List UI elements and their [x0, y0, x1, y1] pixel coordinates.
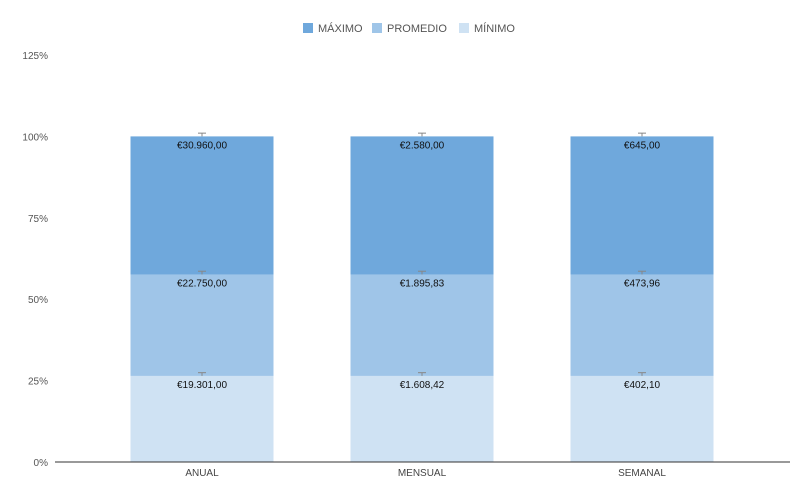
legend-item[interactable]: MÁXIMO	[303, 22, 363, 35]
legend-label: MÁXIMO	[318, 22, 363, 35]
bar-stack-anual	[130, 136, 274, 462]
y-tick-label: 75%	[28, 214, 48, 225]
legend-label: PROMEDIO	[387, 23, 447, 35]
bar-stack-mensual	[350, 136, 494, 462]
bar-segment[interactable]	[350, 375, 494, 462]
bar-segment[interactable]	[350, 136, 494, 275]
data-label: €22.750,00	[177, 278, 227, 289]
y-tick-label: 0%	[34, 458, 49, 469]
y-tick-label: 50%	[28, 295, 48, 306]
data-label: €1.608,42	[400, 380, 445, 391]
y-axis: 0% 25% 50% 75% 100% 125%	[22, 51, 48, 469]
bar-segment[interactable]	[570, 136, 714, 275]
data-label: €473,96	[624, 278, 661, 289]
bar-stack-semanal	[570, 136, 714, 462]
legend-swatch	[372, 23, 382, 33]
legend-label: MÍNIMO	[474, 22, 515, 35]
bar-segment[interactable]	[130, 274, 274, 376]
bar-segment[interactable]	[130, 136, 274, 275]
x-tick-label: ANUAL	[185, 468, 219, 479]
data-label: €19.301,00	[177, 380, 227, 391]
y-tick-label: 25%	[28, 377, 48, 388]
bar-segment[interactable]	[570, 274, 714, 376]
legend-item[interactable]: MÍNIMO	[459, 22, 515, 35]
x-tick-label: SEMANAL	[618, 468, 666, 479]
data-label: €1.895,83	[400, 278, 445, 289]
x-tick-label: MENSUAL	[398, 468, 447, 479]
x-axis: ANUAL MENSUAL SEMANAL	[55, 461, 790, 479]
data-label: €2.580,00	[400, 140, 445, 151]
bar-segment[interactable]	[130, 375, 274, 462]
legend: MÁXIMO PROMEDIO MÍNIMO	[303, 22, 515, 35]
bars: €19.301,00 €22.750,00 €30.960,00 €1.608,42 €…	[130, 132, 714, 462]
y-tick-label: 125%	[22, 51, 48, 62]
bar-segment[interactable]	[570, 375, 714, 462]
y-tick-label: 100%	[22, 132, 48, 143]
legend-swatch	[303, 23, 313, 33]
legend-item[interactable]: PROMEDIO	[372, 23, 447, 35]
legend-swatch	[459, 23, 469, 33]
data-label: €30.960,00	[177, 140, 227, 151]
bar-segment[interactable]	[350, 274, 494, 376]
data-label: €402,10	[624, 380, 661, 391]
data-label: €645,00	[624, 140, 661, 151]
